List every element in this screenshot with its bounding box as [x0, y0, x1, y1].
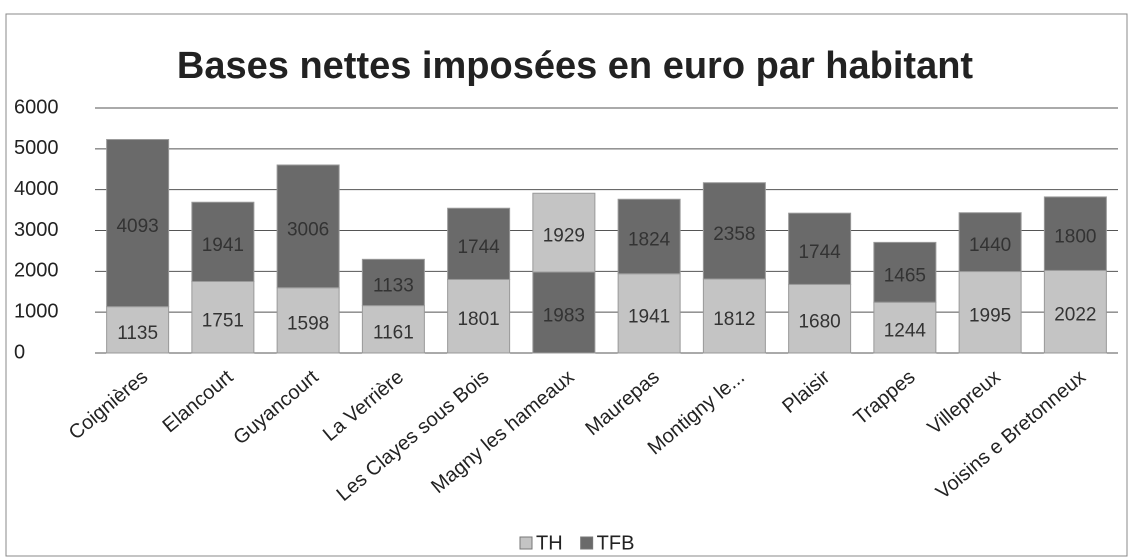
- bar-segment: [532, 271, 596, 354]
- bar-segment: [788, 283, 852, 354]
- bar-segment: [702, 182, 766, 280]
- data-label: 1133: [373, 275, 414, 296]
- bar-segment: [1043, 269, 1107, 354]
- data-label: 1161: [373, 322, 414, 343]
- bar-segment: [447, 207, 511, 280]
- data-label: 1751: [202, 310, 244, 331]
- bar-segment: [106, 139, 170, 308]
- data-label: 3006: [287, 219, 329, 240]
- data-label: 1941: [202, 235, 244, 256]
- y-tick-label: 6000: [14, 96, 59, 118]
- data-label: 1995: [969, 305, 1011, 326]
- data-label: 1983: [543, 306, 585, 327]
- data-label: 1929: [543, 226, 585, 247]
- data-label: 2022: [1054, 305, 1096, 326]
- x-tick-label: Magny les hameaux: [427, 366, 578, 498]
- data-label: 2358: [713, 224, 755, 245]
- data-label: 1941: [628, 306, 670, 327]
- bar-segment: [532, 192, 596, 273]
- y-tick-label: 0: [14, 341, 25, 363]
- x-tick-label: Voisins e Bretonneux: [932, 366, 1090, 504]
- bar-segment: [191, 281, 255, 354]
- bar-segment: [788, 212, 852, 285]
- x-tick-label: Maurepas: [581, 366, 663, 440]
- y-tick-label: 4000: [14, 178, 59, 200]
- x-tick-label: Les Clayes sous Bois: [333, 366, 494, 506]
- bar-segment: [1043, 196, 1107, 271]
- chart-title: Bases nettes imposées en euro par habita…: [177, 45, 973, 87]
- chart-frame: [5, 13, 1128, 557]
- bar-segment: [873, 241, 937, 303]
- x-tick-label: La Verrière: [319, 366, 408, 446]
- x-tick-label: Elancourt: [159, 366, 238, 437]
- data-label: 1744: [798, 242, 841, 263]
- data-label: 4093: [116, 216, 158, 237]
- data-label: 1440: [969, 235, 1011, 256]
- bar-segment: [958, 212, 1022, 273]
- bar-segment: [617, 198, 681, 275]
- data-label: 1465: [884, 265, 926, 286]
- data-label: 1800: [1054, 227, 1096, 248]
- data-label: 1244: [884, 321, 927, 342]
- bar-segment: [106, 306, 170, 354]
- bar-segment: [276, 287, 340, 354]
- legend-label: TFB: [597, 532, 635, 554]
- bar-segment: [276, 164, 340, 289]
- data-label: 1744: [457, 237, 500, 258]
- y-tick-label: 5000: [14, 137, 59, 159]
- x-tick-label: Plaisir: [778, 366, 834, 418]
- x-tick-label: Coignières: [65, 366, 152, 444]
- bar-segment: [873, 301, 937, 354]
- legend-swatch: [519, 536, 533, 550]
- y-tick-label: 1000: [14, 300, 59, 322]
- data-label: 1801: [457, 309, 499, 330]
- bar-segment: [191, 201, 255, 283]
- bar-segment: [958, 271, 1022, 354]
- bar-segment: [361, 258, 425, 307]
- y-tick-label: 2000: [14, 260, 59, 282]
- data-label: 1812: [713, 309, 755, 330]
- data-label: 1598: [287, 313, 329, 334]
- x-tick-label: Villepreux: [924, 366, 1005, 439]
- y-tick-label: 3000: [14, 219, 59, 241]
- data-label: 1135: [117, 323, 158, 344]
- legend-label: TH: [536, 532, 563, 554]
- x-tick-label: Guyancourt: [229, 366, 323, 450]
- x-tick-label: Trappes: [850, 366, 920, 430]
- bar-segment: [702, 278, 766, 354]
- data-label: 1824: [628, 230, 671, 251]
- legend-swatch: [580, 536, 594, 550]
- bar-segment: [361, 305, 425, 354]
- data-label: 1680: [798, 312, 840, 333]
